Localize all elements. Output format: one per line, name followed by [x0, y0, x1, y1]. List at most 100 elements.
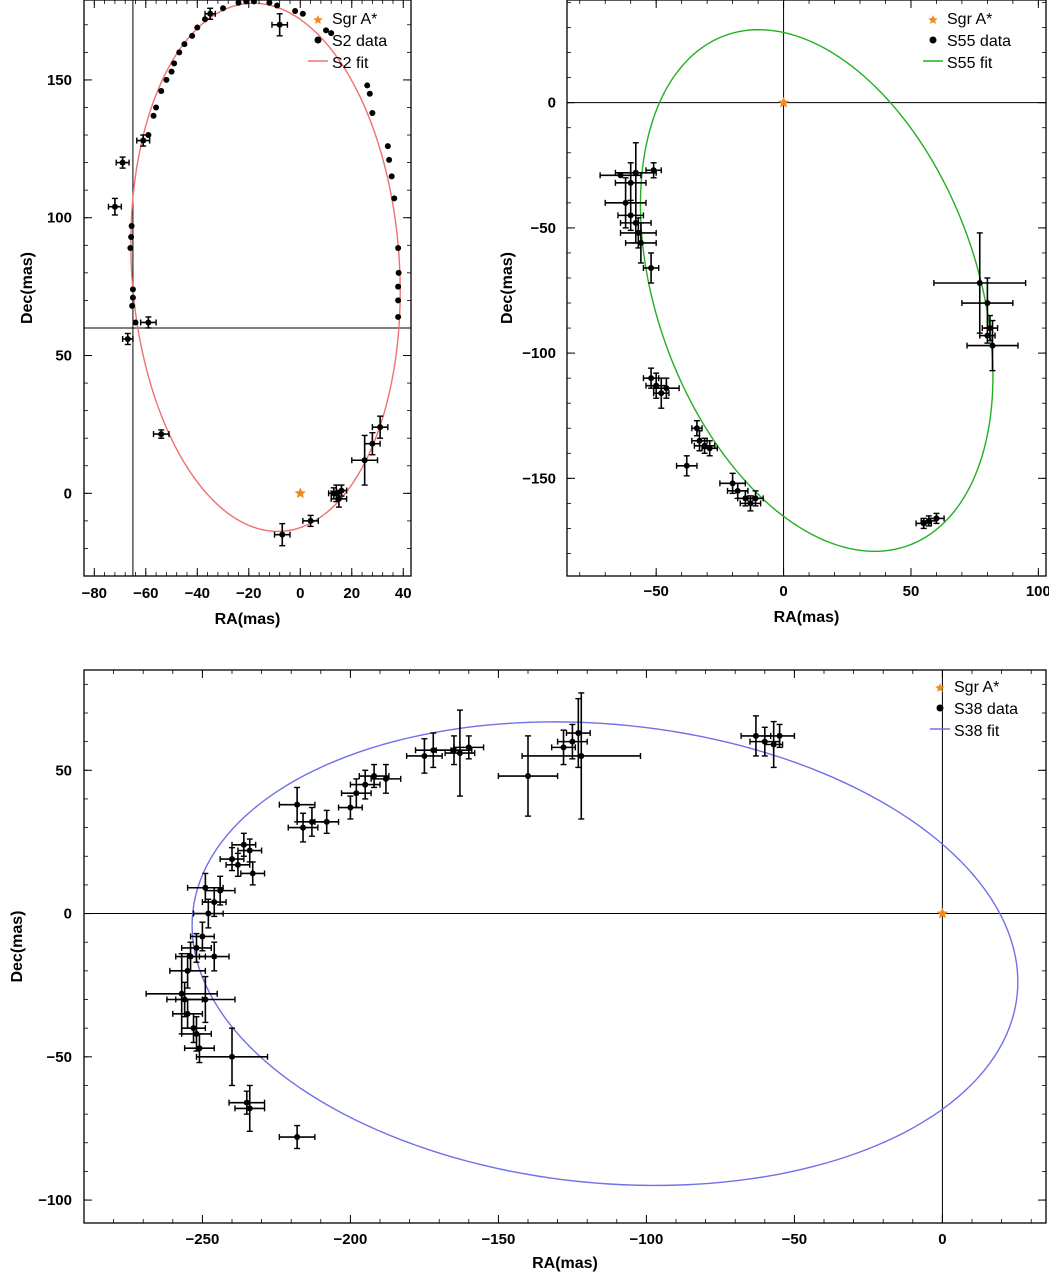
- data-point: [604, 177, 647, 229]
- data-marker: [150, 112, 157, 119]
- plot-area: [84, 0, 411, 576]
- data-marker: [456, 750, 463, 757]
- data-point: [181, 41, 188, 48]
- data-marker: [279, 531, 286, 538]
- data-point: [168, 68, 175, 75]
- data-point: [192, 898, 224, 929]
- data-marker: [132, 319, 139, 326]
- x-tick-label: −20: [236, 585, 261, 602]
- data-point: [619, 217, 657, 249]
- data-marker: [632, 169, 639, 176]
- x-tick-label: −60: [133, 585, 158, 602]
- x-tick-label: −150: [482, 1231, 516, 1248]
- data-marker: [243, 1099, 250, 1106]
- data-point: [719, 472, 747, 495]
- data-marker: [158, 87, 165, 94]
- data-marker: [364, 82, 371, 89]
- data-point: [328, 30, 335, 37]
- data-point: [153, 104, 160, 111]
- data-marker: [388, 173, 395, 180]
- data-point: [444, 709, 476, 797]
- data-point: [231, 832, 257, 857]
- data-marker: [622, 199, 629, 206]
- data-marker: [194, 24, 201, 31]
- data-marker: [663, 385, 670, 392]
- data-point: [219, 846, 245, 872]
- data-point: [550, 729, 577, 766]
- data-point: [234, 1084, 266, 1133]
- data-point: [189, 921, 215, 952]
- x-tick-label: 40: [395, 585, 412, 602]
- data-point: [933, 232, 1027, 334]
- data-marker: [648, 264, 655, 271]
- data-marker: [338, 487, 345, 494]
- data-point: [364, 82, 371, 89]
- data-marker: [176, 49, 183, 56]
- data-point: [395, 245, 402, 252]
- data-point: [129, 286, 136, 293]
- fit-curve: [130, 2, 401, 533]
- data-point: [599, 172, 642, 179]
- data-marker: [335, 495, 342, 502]
- data-marker: [653, 382, 660, 389]
- data-marker: [989, 342, 996, 349]
- data-point: [240, 861, 266, 886]
- sgr-a-star-marker: [936, 907, 949, 919]
- y-tick-label: −100: [38, 1192, 72, 1209]
- data-point: [121, 332, 134, 346]
- data-point: [204, 7, 217, 20]
- data-point: [614, 162, 647, 204]
- data-point: [565, 697, 591, 769]
- data-marker: [525, 773, 531, 780]
- data-point: [764, 723, 796, 749]
- data-marker: [127, 245, 134, 252]
- data-marker: [178, 990, 185, 997]
- data-marker: [395, 313, 402, 320]
- data-point: [152, 429, 170, 439]
- y-axis-label: Dec(mas): [19, 252, 36, 324]
- data-marker: [300, 824, 307, 831]
- data-point: [323, 27, 330, 34]
- data-marker: [299, 10, 306, 17]
- legend-star-icon: [928, 15, 938, 25]
- x-tick-label: −100: [630, 1231, 664, 1248]
- y-tick-label: 0: [548, 95, 556, 112]
- data-marker: [163, 76, 170, 83]
- data-marker: [308, 818, 315, 825]
- data-point: [189, 32, 196, 39]
- data-point: [107, 197, 123, 216]
- data-point: [228, 1090, 266, 1115]
- data-point: [132, 319, 139, 326]
- data-marker: [575, 730, 582, 737]
- data-marker: [250, 0, 257, 5]
- legend-entry: S38 data: [954, 701, 1018, 718]
- data-point: [388, 173, 395, 180]
- sgr-a-star-marker: [777, 96, 790, 108]
- data-point: [299, 10, 306, 17]
- data-marker: [323, 818, 330, 825]
- data-marker: [229, 856, 235, 863]
- data-marker: [292, 8, 299, 15]
- data-marker: [395, 245, 402, 252]
- data-marker: [627, 179, 634, 186]
- y-tick-label: 50: [55, 348, 72, 365]
- legend-star-icon: [935, 683, 945, 693]
- data-marker: [128, 234, 135, 241]
- x-tick-label: 20: [343, 585, 360, 602]
- y-tick-label: −50: [531, 220, 556, 237]
- data-marker: [395, 269, 402, 276]
- chart-panel-1: −80 −60 −40 −20 0 20 40 0 50 100 150 RA(mas) Dec(mas…: [19, 0, 412, 628]
- data-point: [370, 763, 402, 794]
- data-marker: [569, 738, 576, 745]
- sgr-a-star-marker: [294, 487, 306, 499]
- data-point: [675, 455, 698, 477]
- data-marker: [124, 335, 131, 342]
- data-point: [198, 941, 230, 972]
- data-point: [652, 377, 670, 409]
- data-point: [395, 313, 402, 320]
- data-marker: [181, 41, 188, 48]
- data-marker: [637, 239, 644, 246]
- data-marker: [752, 732, 759, 739]
- legend-entry: S55 fit: [947, 55, 993, 72]
- data-point: [292, 8, 299, 15]
